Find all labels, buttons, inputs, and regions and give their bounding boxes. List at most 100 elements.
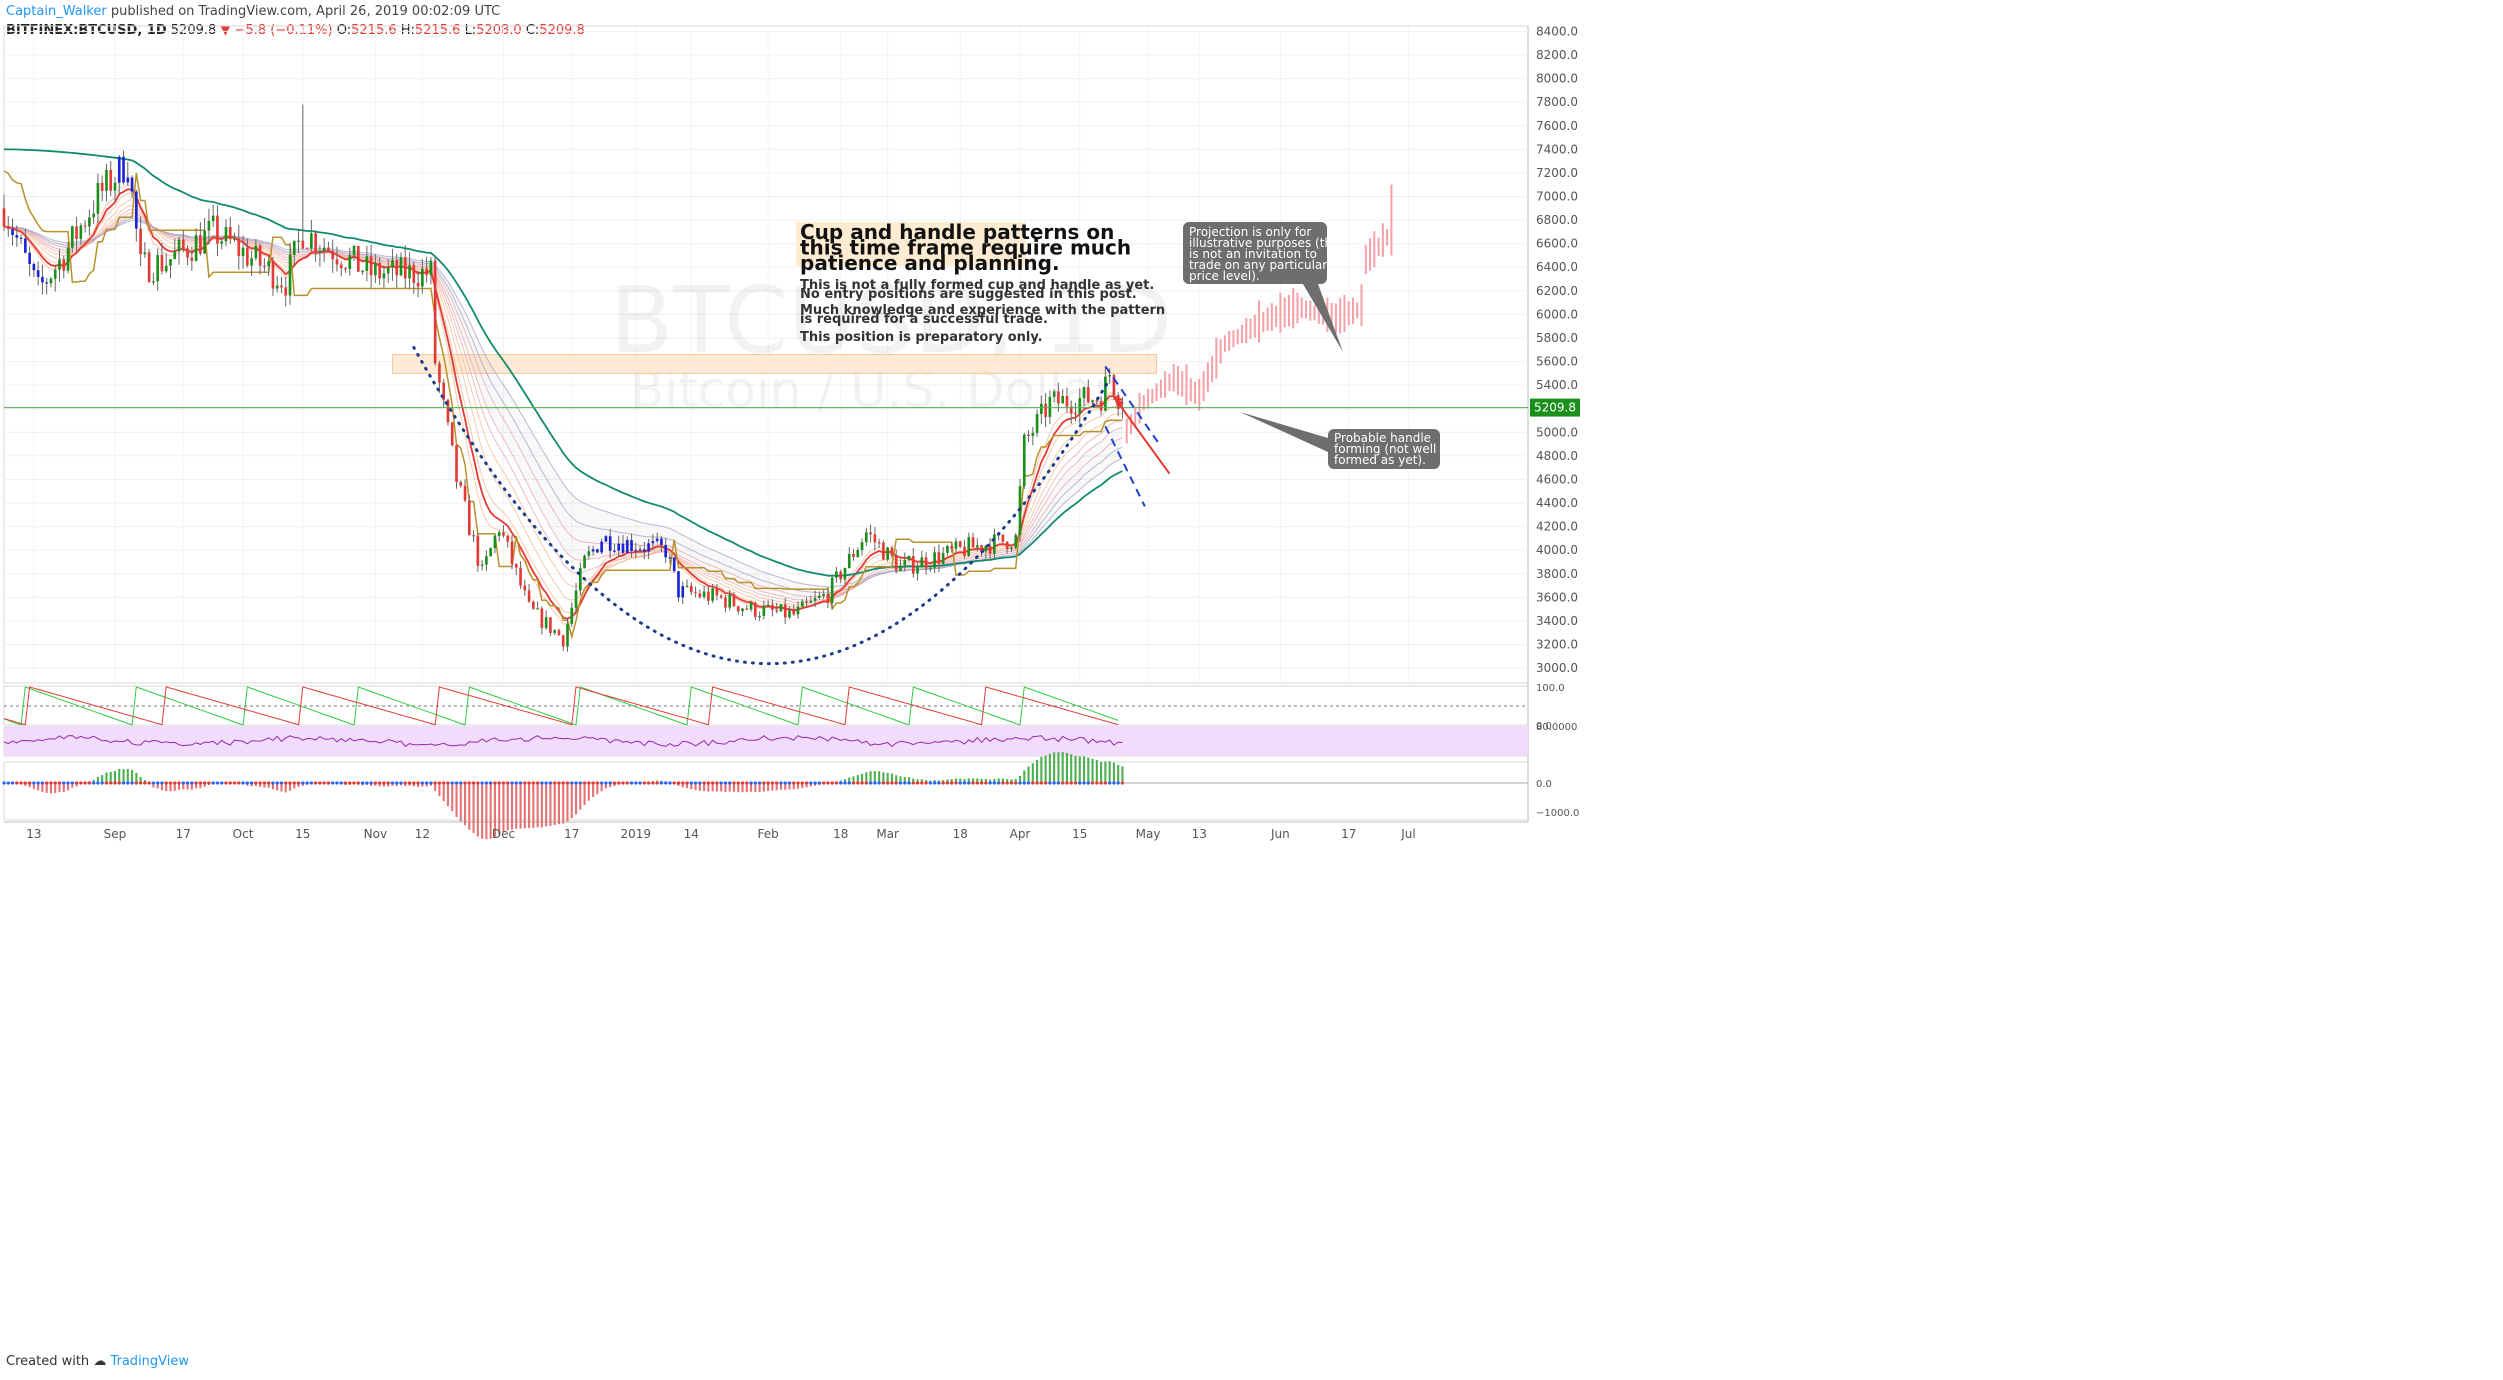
momentum-dot <box>1005 781 1009 785</box>
candle-body <box>382 273 386 279</box>
momentum-dot <box>177 781 181 785</box>
momentum-dot <box>1061 781 1065 785</box>
momentum-dot <box>28 781 32 785</box>
momentum-dot <box>514 781 518 785</box>
momentum-dot <box>245 781 249 785</box>
symbol-label[interactable]: BITFINEX:BTCUSD, 1D <box>6 23 167 38</box>
candle-body <box>497 532 501 536</box>
momentum-dot <box>851 781 856 785</box>
momentum-dot <box>1035 781 1039 785</box>
candle-body <box>305 248 309 250</box>
tradingview-link[interactable]: TradingView <box>110 1354 189 1369</box>
candle-body <box>79 225 83 239</box>
footer: Created with ☁ TradingView <box>6 1354 189 1369</box>
candle-body <box>514 563 518 568</box>
momentum-dot <box>804 781 809 785</box>
momentum-dot <box>215 781 220 785</box>
time-tick-label: 15 <box>295 827 310 841</box>
candle-body <box>775 609 778 612</box>
price-tick-label: 4200.0 <box>1536 520 1578 534</box>
time-tick-label: 13 <box>26 827 41 841</box>
candle-body <box>869 532 872 535</box>
time-tick-label: 14 <box>684 827 699 841</box>
momentum-dot <box>992 781 996 785</box>
candle-body <box>139 228 142 255</box>
momentum-dot <box>753 781 757 785</box>
momentum-dot <box>706 781 710 785</box>
momentum-dot <box>151 781 156 785</box>
momentum-dot <box>775 781 779 785</box>
candle-body <box>877 542 881 544</box>
momentum-dot <box>143 781 147 785</box>
candle-body <box>378 263 381 279</box>
momentum-dot <box>382 781 386 785</box>
candle-body <box>438 363 441 383</box>
author-link[interactable]: Captain_Walker <box>6 4 107 19</box>
momentum-dot <box>262 781 267 785</box>
candle-body <box>15 235 19 238</box>
momentum-dot <box>962 781 967 785</box>
candle-body <box>297 240 300 242</box>
candle-body <box>766 604 770 607</box>
projection-note-line: Projection is only for <box>1189 225 1311 239</box>
momentum-dot <box>113 781 117 785</box>
candle-body <box>681 586 685 598</box>
candle-body <box>433 260 437 364</box>
momentum-dot <box>1056 781 1061 785</box>
candle-body <box>224 227 228 242</box>
candle-body <box>502 532 505 536</box>
momentum-tick-label: 0.0 <box>1536 779 1552 790</box>
candle-body <box>395 260 399 276</box>
projection-note-pointer <box>1303 284 1343 352</box>
candle-body <box>485 556 488 565</box>
candle-body <box>809 600 813 603</box>
candle-body <box>1078 398 1082 414</box>
momentum-dot <box>1086 781 1090 785</box>
candle-body <box>147 252 151 282</box>
candle-body <box>96 183 100 214</box>
candle-body <box>664 544 668 558</box>
momentum-dot <box>19 781 23 785</box>
candle-body <box>429 260 433 276</box>
momentum-dot <box>292 781 296 785</box>
ema-slow-line <box>3 148 1123 577</box>
time-tick-label: Oct <box>233 827 254 841</box>
candle-body <box>583 555 586 569</box>
momentum-dot <box>822 781 826 785</box>
candle-body <box>1048 396 1052 417</box>
supertrend-line <box>3 170 1123 640</box>
aroon-tick-label: 0.0 <box>1536 721 1552 732</box>
time-tick-label: 18 <box>953 827 968 841</box>
candle-body <box>1052 391 1056 397</box>
momentum-dot <box>881 781 885 785</box>
ema-band <box>4 212 1123 601</box>
candle-body <box>929 567 932 569</box>
momentum-dot <box>894 781 898 785</box>
candle-body <box>975 545 979 548</box>
momentum-dot <box>839 781 843 785</box>
momentum-dot <box>693 781 698 785</box>
price-tick-label: 3000.0 <box>1536 661 1578 675</box>
momentum-dot <box>1026 781 1031 785</box>
candle-body <box>519 567 522 586</box>
candle-body <box>135 191 138 229</box>
candle-body <box>736 606 740 612</box>
candle-body <box>856 550 860 558</box>
candle-body <box>83 225 87 227</box>
momentum-dot <box>96 781 100 785</box>
momentum-dot <box>890 781 894 785</box>
momentum-dot <box>1048 781 1052 785</box>
candle-body <box>634 550 638 552</box>
candle-body <box>203 230 206 254</box>
candle-body <box>958 541 962 547</box>
candle-body <box>314 233 317 253</box>
momentum-dot <box>139 781 143 785</box>
candle-body <box>399 257 403 276</box>
momentum-dot <box>378 781 382 785</box>
annotation-text-line: is required for a successful trade. <box>800 312 1048 327</box>
handle-note-pointer <box>1240 412 1328 452</box>
ohlc-line: BITFINEX:BTCUSD, 1D 5209.8 ▼ −5.8 (−0.11… <box>6 21 585 40</box>
momentum-dot <box>237 781 241 785</box>
momentum-dot <box>109 781 113 785</box>
